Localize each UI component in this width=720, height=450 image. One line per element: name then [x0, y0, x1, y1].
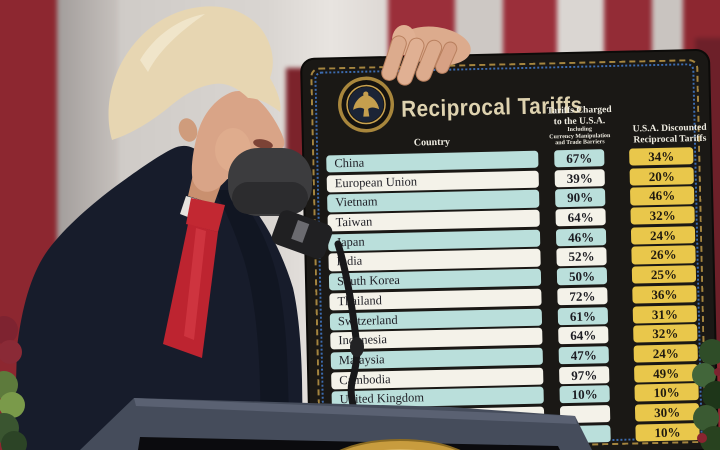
charged-cell: 64% — [558, 326, 609, 345]
charged-cell: 39% — [554, 168, 605, 188]
discounted-cell: 31% — [632, 304, 698, 324]
column-header-discounted: U.S.A. Discounted Reciprocal Tariffs — [618, 122, 720, 146]
charged-cell: 50% — [556, 267, 608, 286]
column-header-charged: Tariffs Charged to the U.S.A. Including … — [529, 105, 630, 148]
charged-cell: 52% — [556, 247, 607, 266]
discounted-cell: 36% — [632, 284, 697, 304]
flag-stripe — [0, 0, 58, 450]
discounted-cell: 46% — [629, 186, 695, 206]
discounted-cell: 10% — [634, 383, 699, 402]
discounted-cell: 49% — [634, 363, 699, 383]
country-cell: Switzerland — [329, 308, 543, 331]
discounted-cell: 24% — [630, 225, 696, 245]
country-cell: Vietnam — [327, 190, 540, 213]
discounted-cell: 32% — [633, 324, 698, 343]
charged-cell: 72% — [557, 286, 608, 306]
charged-cell: 10% — [559, 385, 610, 404]
charged-cell: 46% — [555, 227, 607, 247]
country-cell: China — [326, 150, 539, 173]
presidential-seal-icon — [336, 75, 395, 134]
charged-cell — [560, 424, 611, 444]
country-cell — [331, 406, 545, 429]
country-cell — [332, 426, 545, 449]
country-cell: Cambodia — [331, 367, 544, 390]
country-cell: Japan — [327, 229, 541, 252]
country-cell: United Kingdom — [331, 386, 544, 409]
country-cell: Taiwan — [327, 209, 540, 232]
flag-stripe — [57, 0, 118, 450]
charged-cell: 61% — [557, 306, 609, 325]
discounted-cell: 24% — [633, 343, 698, 363]
discounted-cell: 10% — [635, 422, 700, 442]
country-cell: South Korea — [328, 268, 542, 291]
discounted-header-line: Reciprocal Tariffs — [633, 133, 707, 146]
discounted-cell: 25% — [631, 265, 697, 284]
charged-cell: 67% — [554, 149, 605, 168]
discounted-cell: 20% — [629, 166, 694, 186]
charged-cell: 64% — [555, 208, 606, 227]
country-cell: Indonesia — [330, 327, 543, 350]
charged-cell — [559, 405, 611, 424]
discounted-cell: 30% — [634, 403, 700, 422]
country-cell: India — [328, 249, 541, 272]
discounted-cell: 26% — [631, 245, 696, 265]
country-cell: European Union — [326, 170, 539, 193]
tariff-board: Reciprocal Tariffs Country Tariffs Charg… — [302, 50, 720, 450]
discounted-cell: 32% — [630, 206, 695, 225]
country-cell: Malaysia — [330, 347, 543, 370]
charged-cell: 97% — [559, 365, 610, 384]
discounted-cell: 34% — [629, 147, 694, 166]
charged-cell: 47% — [558, 345, 609, 365]
tariff-rows: China 67% 34% European Union 39% 20% Vietnam 90… — [304, 147, 717, 450]
country-cell: Thailand — [329, 288, 542, 311]
charged-cell: 90% — [555, 188, 606, 207]
